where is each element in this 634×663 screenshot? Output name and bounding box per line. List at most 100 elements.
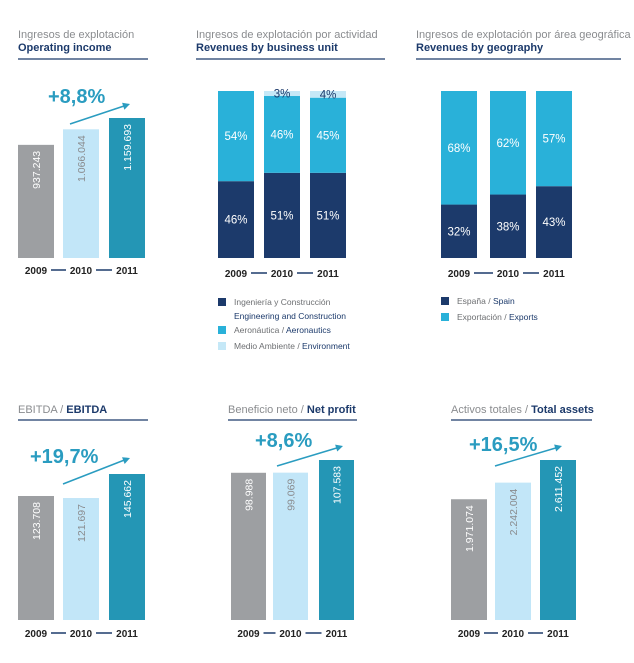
legend-name-en: Engineering and Construction [234, 311, 346, 321]
legend-name-en: Spain [493, 296, 515, 306]
year-label: 2011 [547, 629, 569, 640]
legend-swatch [218, 326, 226, 334]
chart-title-separator: / [298, 404, 307, 416]
chart-title-en: Revenues by business unit [196, 42, 338, 54]
chart-title: EBITDA / EBITDA [18, 404, 107, 416]
chart-title-en: EBITDA [66, 404, 107, 416]
year-label: 2010 [502, 629, 525, 640]
legend-name-es: Ingeniería y Construcción [234, 297, 331, 307]
segment-label: 62% [496, 138, 519, 150]
year-label: 2011 [116, 629, 138, 640]
legend-entry: España / Spain [457, 296, 515, 306]
stacked-segment [310, 97, 346, 173]
stacked-segment [536, 186, 572, 258]
chart-title: Beneficio neto / Net profit [228, 404, 356, 416]
growth-arrow-head [554, 444, 562, 452]
chart-title-es: Beneficio neto [228, 404, 298, 416]
legend-name-es: Medio Ambiente [234, 341, 295, 351]
legend-entry: Ingeniería y Construcción Engineering and… [234, 297, 346, 321]
segment-label: 51% [316, 210, 339, 222]
stacked-segment [490, 194, 526, 258]
stacked-segment [310, 91, 346, 98]
bar [319, 460, 354, 620]
year-label: 2010 [70, 266, 93, 277]
year-label: 2009 [448, 269, 471, 280]
year-label: 2010 [279, 629, 302, 640]
segment-label: 43% [542, 217, 565, 229]
legend-swatch [441, 313, 449, 321]
growth-arrow-head [122, 457, 130, 464]
growth-label: +19,7% [30, 446, 99, 468]
growth-arrow-line [69, 104, 128, 125]
bar-value-label: 2.611.452 [553, 466, 565, 512]
bar-value-label: 2.242.004 [508, 488, 520, 535]
stacked-segment [536, 91, 572, 187]
year-label: 2011 [543, 269, 565, 280]
chart-title-en: Net profit [307, 404, 356, 416]
bar [109, 118, 145, 258]
stacked-segment [310, 172, 346, 258]
chart-title-separator: / [522, 404, 531, 416]
segment-label: 46% [270, 129, 293, 141]
bar-value-label: 121.697 [76, 504, 88, 542]
chart-ebitda: EBITDA / EBITDA 123.708 121.697 145.662 +19,… [18, 404, 148, 640]
legend-entry: Exportación / Exports [457, 312, 538, 322]
growth-arrow-head [335, 444, 343, 452]
bar [495, 482, 531, 620]
segment-label: 68% [447, 143, 470, 155]
bar-value-label: 937.243 [31, 151, 43, 189]
year-label: 2009 [458, 629, 481, 640]
segment-label: 3% [274, 89, 291, 101]
bar [18, 144, 54, 258]
legend-separator: / [502, 312, 509, 322]
bar-value-label: 107.583 [332, 466, 344, 504]
legend-separator: / [279, 325, 286, 335]
stacked-segment [441, 204, 477, 258]
segment-label: 32% [447, 226, 470, 238]
year-label: 2009 [25, 629, 48, 640]
year-label: 2009 [25, 266, 48, 277]
year-label: 2010 [70, 629, 93, 640]
bar-value-label: 98.988 [244, 479, 256, 511]
chart-title-separator: / [57, 404, 66, 416]
year-label: 2011 [116, 266, 138, 277]
stacked-segment [218, 181, 254, 258]
chart-title-es: Ingresos de explotación por área geográf… [416, 29, 632, 41]
growth-arrow-line [494, 446, 560, 467]
stacked-segment [264, 96, 300, 173]
chart-title: Activos totales / Total assets [451, 404, 594, 416]
chart-revenues-geography: Ingresos de explotación por área geográf… [416, 29, 632, 322]
chart-title-es: Ingresos de explotación por actividad [196, 29, 378, 41]
bar-value-label: 1.066.044 [76, 135, 88, 182]
bar [63, 498, 99, 620]
bar [63, 129, 99, 258]
growth-label: +8,8% [48, 86, 105, 108]
bar [231, 472, 266, 620]
legend-name-en: Environment [302, 341, 350, 351]
chart-title-es: Ingresos de explotación [18, 29, 134, 41]
segment-label: 38% [496, 221, 519, 233]
segment-label: 51% [270, 210, 293, 222]
stacked-segment [441, 91, 477, 205]
chart-title-en: Revenues by geography [416, 42, 544, 54]
bar [540, 460, 576, 620]
legend-name-en: Exports [509, 312, 538, 322]
growth-arrow-line [276, 446, 341, 467]
segment-label: 54% [224, 131, 247, 143]
bar [451, 499, 487, 620]
legend-separator: / [486, 296, 493, 306]
legend-name-en: Aeronautics [286, 325, 331, 335]
growth-arrow-line [62, 458, 128, 485]
stacked-segment [218, 91, 254, 182]
bar-value-label: 99.069 [286, 479, 298, 511]
legend-separator: / [295, 341, 302, 351]
stacked-segment [264, 172, 300, 258]
legend-entry: Medio Ambiente / Environment [234, 341, 350, 351]
year-label: 2010 [271, 269, 294, 280]
bar [18, 496, 54, 620]
year-label: 2009 [225, 269, 248, 280]
segment-label: 4% [320, 89, 337, 101]
legend-name-es: Exportación [457, 312, 502, 322]
chart-revenues-business-unit: Ingresos de explotación por actividadRev… [196, 29, 385, 351]
growth-label: +16,5% [469, 434, 538, 456]
